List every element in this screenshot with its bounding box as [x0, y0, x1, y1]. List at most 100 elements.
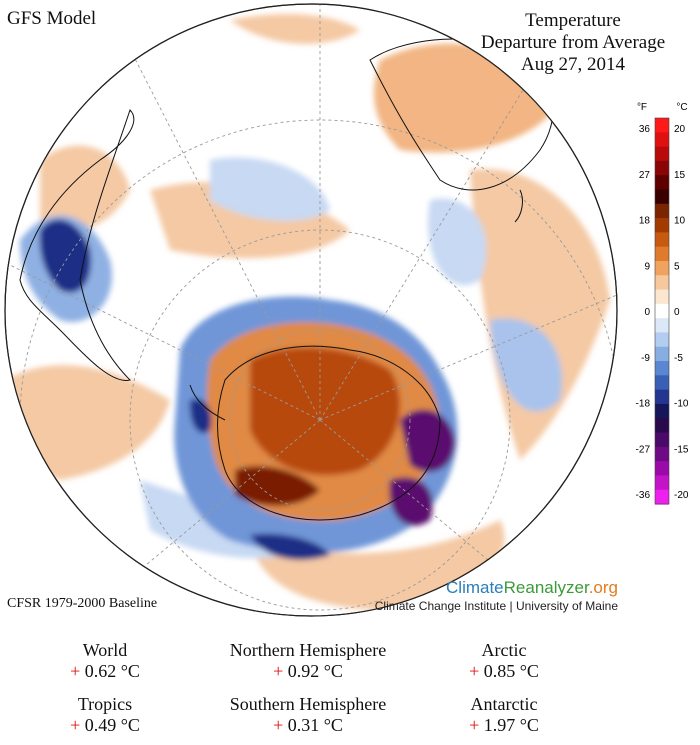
scale-ticks: 36 20 27 15 18 10 9 5 0 0 -9 -5 -18 -10 -27 -15 -36 -20 [636, 124, 689, 501]
scale-tick-f: 27 [639, 170, 651, 181]
coastline-madagascar [514, 189, 523, 223]
stat-value: 0.31 °C [287, 715, 343, 735]
map-title: Temperature Departure from Average Aug 2… [458, 10, 688, 76]
color-scale: °F °C 36 20 27 15 18 10 9 5 0 0 -9 -5 -18 -10 -27 -15 -3… [636, 102, 689, 505]
scale-swatch [655, 160, 669, 176]
stat-world: World + 0.62 °C [0, 640, 215, 682]
scale-unit-c: °C [676, 102, 687, 113]
scale-swatch [655, 203, 669, 219]
stats-panel: World + 0.62 °C Northern Hemisphere + 0.… [0, 636, 700, 741]
stat-region: Tropics [77, 694, 133, 714]
scale-swatch [655, 246, 669, 262]
scale-swatch [655, 475, 669, 491]
cool-patch-atlantic [210, 157, 330, 221]
stat-sign: + [273, 715, 284, 735]
scale-swatch [655, 461, 669, 477]
brand-block: ClimateReanalyzer.org Climate Change Ins… [375, 578, 618, 613]
cold-pocket-pacific [250, 533, 330, 560]
stat-value-row: + 1.97 °C [394, 715, 614, 736]
scale-swatch [655, 318, 669, 334]
stat-tropics: Tropics + 0.49 °C [0, 694, 215, 736]
stat-value: 0.92 °C [287, 661, 343, 681]
scale-tick-c: 0 [674, 307, 680, 318]
stat-sign: + [469, 715, 480, 735]
warm-patch-west [5, 365, 170, 480]
scale-swatch [655, 275, 669, 291]
stat-sign: + [469, 661, 480, 681]
scale-bar [654, 117, 670, 505]
brand-climate: Climate [446, 578, 504, 597]
scale-tick-f: 18 [639, 216, 651, 227]
stat-region: Arctic [481, 640, 527, 660]
model-label: GFS Model [7, 8, 97, 29]
scale-tick-f: -9 [641, 353, 650, 364]
scale-outline [654, 117, 670, 505]
scale-swatch [655, 403, 669, 419]
scale-tick-c: 15 [674, 170, 686, 181]
scale-swatch [655, 118, 669, 133]
scale-swatch [655, 361, 669, 376]
stat-value-row: + 0.62 °C [0, 661, 215, 682]
stat-value: 0.85 °C [483, 661, 539, 681]
stat-region: Antarctic [470, 694, 538, 714]
scale-swatch [655, 303, 669, 319]
cold-pocket-east-antarctic [400, 409, 455, 472]
globe-border [4, 3, 618, 617]
stat-region: Southern Hemisphere [229, 694, 387, 714]
scale-swatch [655, 218, 669, 233]
warm-strong-antarctic [250, 347, 400, 476]
scale-unit-f: °F [637, 102, 647, 113]
stat-northern-hemisphere: Northern Hemisphere + 0.92 °C [198, 640, 418, 682]
scale-swatch [655, 446, 669, 462]
stat-value-row: + 0.85 °C [394, 661, 614, 682]
stat-southern-hemisphere: Southern Hemisphere + 0.31 °C [198, 694, 418, 736]
brand-reanalyzer: Reanalyzer [503, 578, 589, 597]
stat-value: 0.62 °C [84, 661, 140, 681]
scale-tick-f: -36 [636, 490, 651, 501]
scale-tick-c: -15 [674, 444, 689, 455]
scale-swatch [655, 260, 669, 276]
scale-swatch [655, 132, 669, 148]
scale-tick-c: 20 [674, 124, 686, 135]
scale-swatch [655, 489, 669, 505]
stat-value: 1.97 °C [483, 715, 539, 735]
cold-pocket-andes [39, 219, 91, 293]
scale-swatch [655, 232, 669, 248]
stat-sign: + [70, 661, 81, 681]
scale-swatch [655, 146, 669, 162]
stat-region: Northern Hemisphere [229, 640, 387, 660]
scale-swatch [655, 189, 669, 205]
coastline-peninsula [189, 384, 226, 421]
warm-extreme-antarctic [235, 466, 320, 506]
scale-tick-f: 36 [639, 124, 651, 135]
scale-tick-f: 0 [644, 307, 650, 318]
scale-swatch [655, 432, 669, 448]
scale-swatch [655, 346, 669, 362]
scale-tick-c: 10 [674, 216, 686, 227]
cold-pocket-ross [389, 477, 433, 526]
scale-tick-f: -18 [636, 399, 651, 410]
coastline-antarctica [217, 345, 441, 521]
stat-region: World [82, 640, 128, 660]
brand-logo-text: ClimateReanalyzer.org [375, 578, 618, 598]
stat-arctic: Arctic + 0.85 °C [394, 640, 614, 682]
scale-tick-c: -10 [674, 399, 689, 410]
scale-swatch [655, 332, 669, 348]
scale-swatch [655, 289, 669, 305]
scale-tick-c: 5 [674, 261, 680, 272]
cool-patch-southern-indian [490, 318, 562, 412]
stat-value-row: + 0.31 °C [198, 715, 418, 736]
title-line-1: Temperature [525, 10, 621, 31]
warm-patch-indian [470, 168, 610, 461]
coastline-south-america [19, 109, 135, 381]
scale-tick-f: -27 [636, 444, 651, 455]
scale-tick-f: 9 [644, 261, 650, 272]
brand-subtitle: Climate Change Institute | University of… [374, 599, 618, 613]
baseline-label: CFSR 1979-2000 Baseline [7, 596, 158, 611]
stat-value: 0.49 °C [84, 715, 140, 735]
scale-tick-c: -20 [674, 490, 689, 501]
warm-patch-north [230, 14, 360, 44]
coastlines [19, 38, 554, 521]
stat-sign: + [273, 661, 284, 681]
scale-swatch [655, 418, 669, 434]
